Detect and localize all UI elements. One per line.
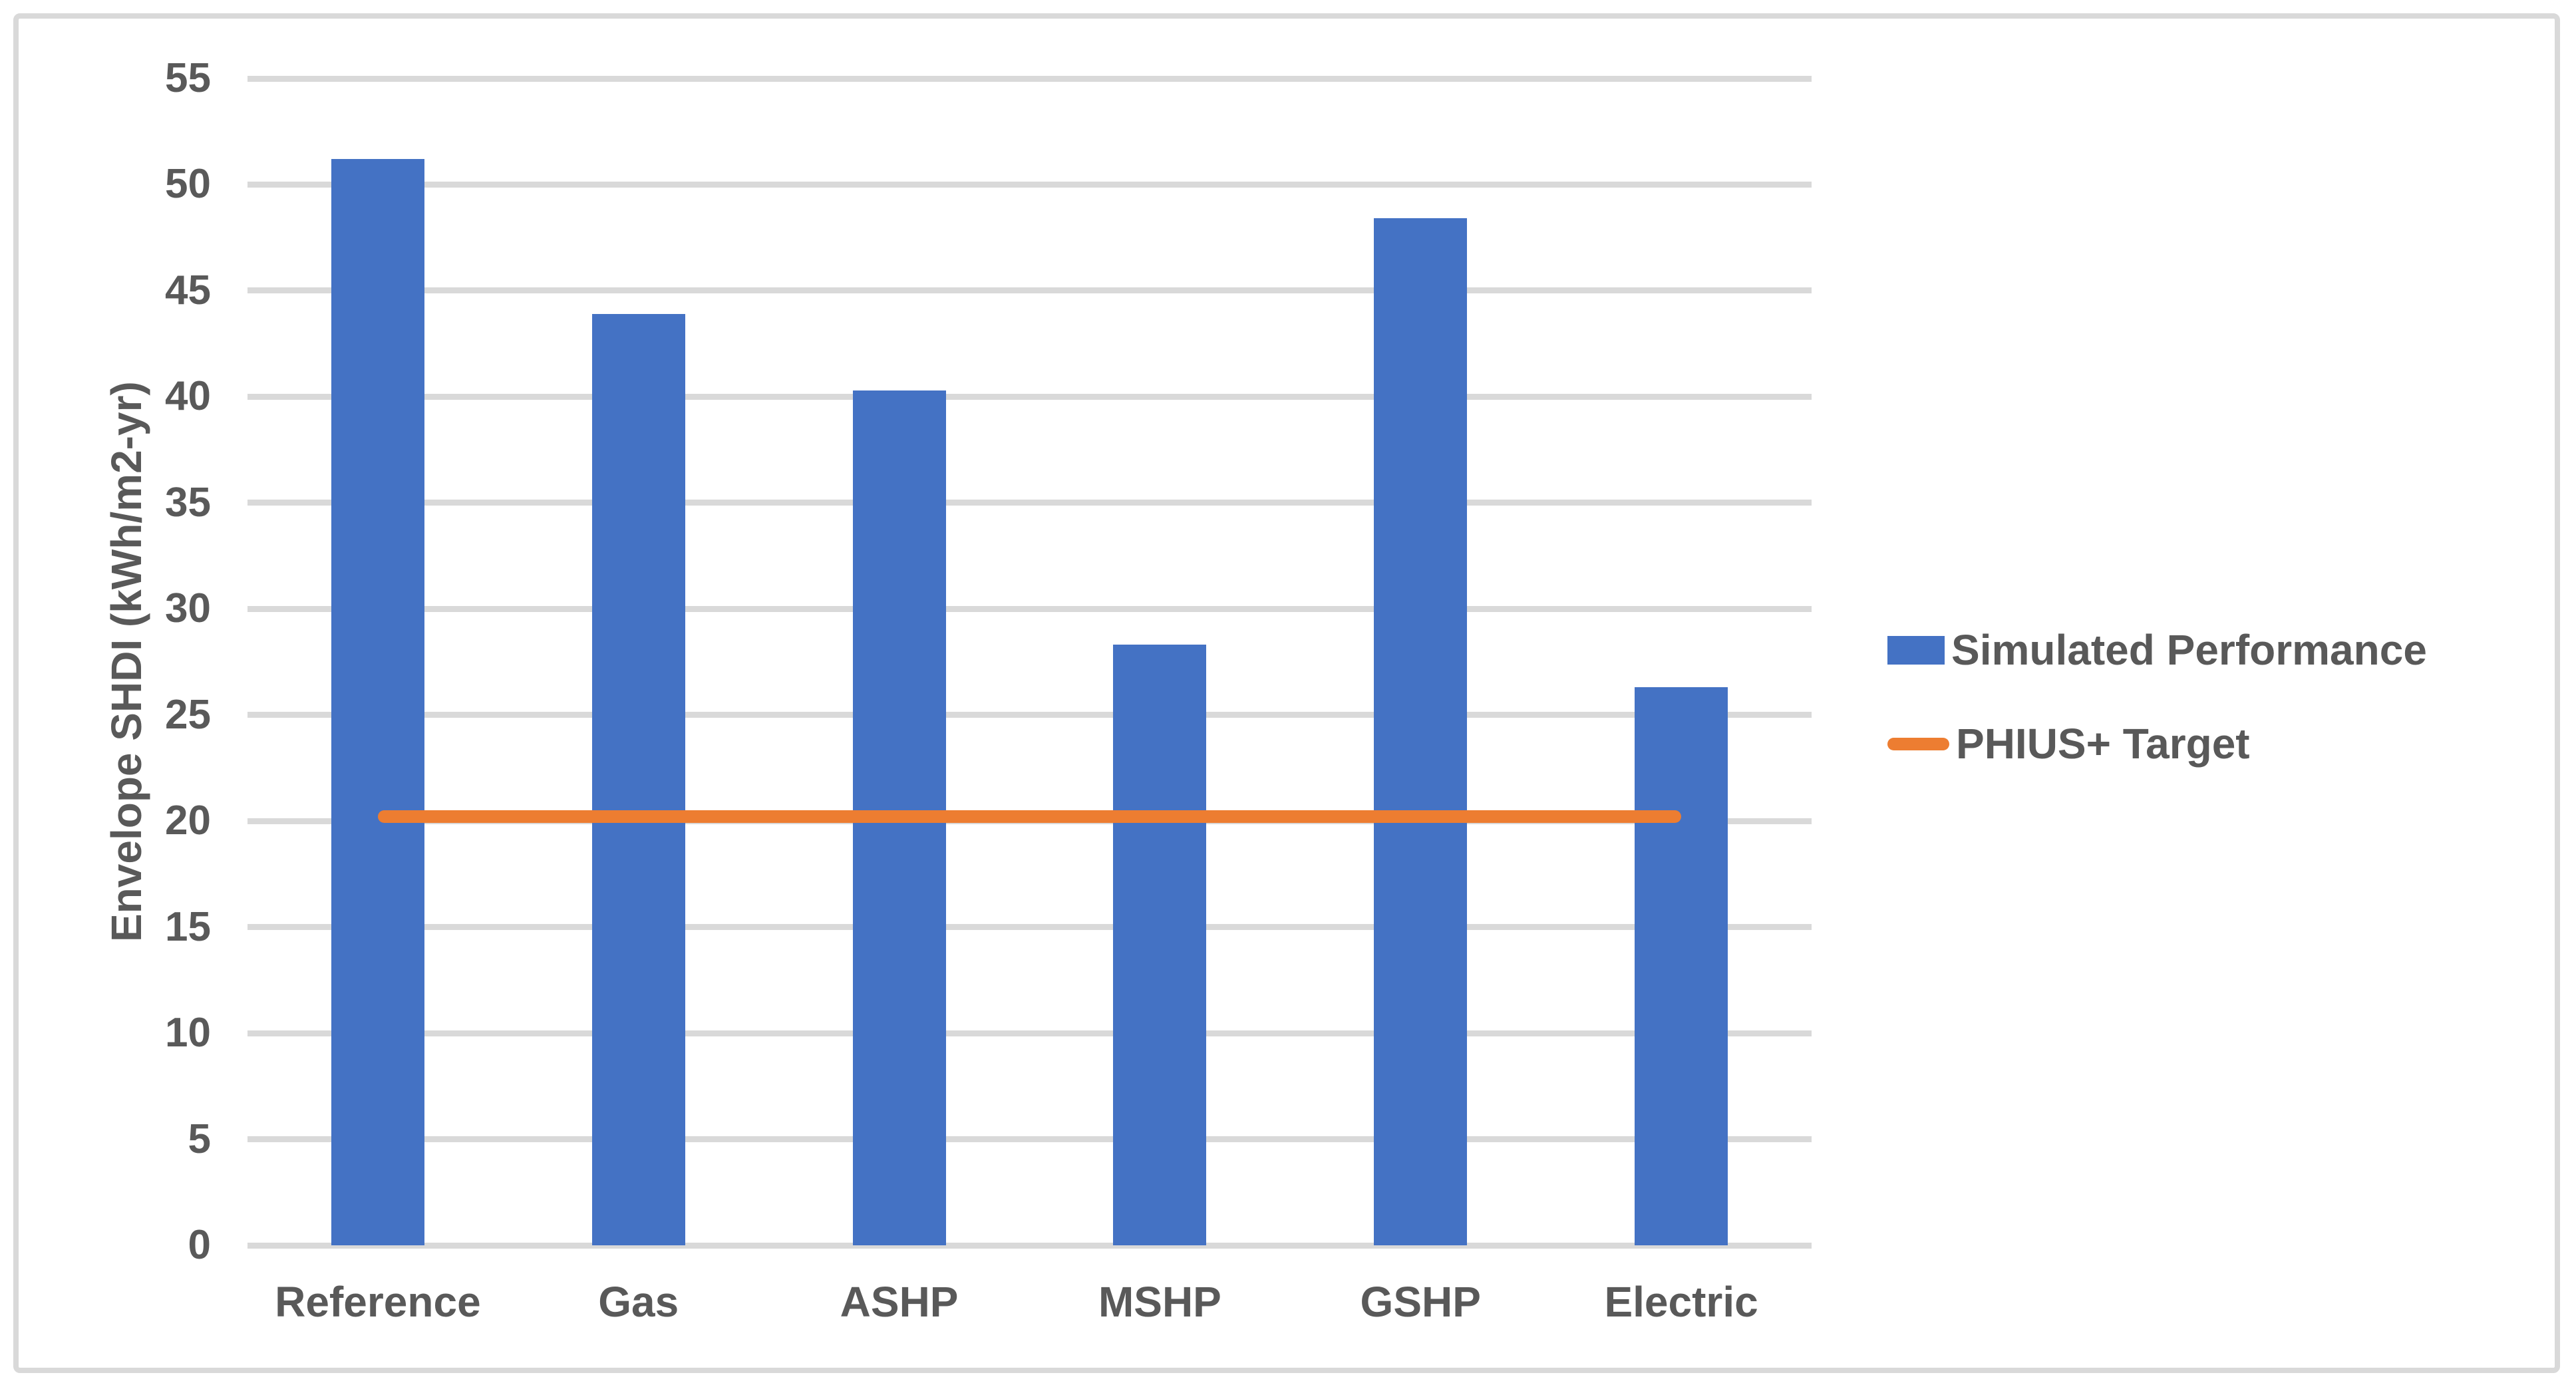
- y-axis-title: Envelope SHDI (kWh/m2-yr): [102, 381, 150, 943]
- legend-swatch-line-icon: [1887, 737, 1949, 750]
- plot-area: [247, 78, 1812, 1245]
- legend-swatch-bar-icon: [1887, 635, 1945, 665]
- legend-item-phius-target: PHIUS+ Target: [1887, 720, 2250, 768]
- legend-label-phius-target: PHIUS+ Target: [1956, 720, 2250, 768]
- target-line: [377, 810, 1682, 824]
- chart-frame: [13, 13, 2560, 1373]
- legend-item-simulated-performance: Simulated Performance: [1887, 626, 2427, 674]
- legend-label-simulated-performance: Simulated Performance: [1951, 626, 2427, 674]
